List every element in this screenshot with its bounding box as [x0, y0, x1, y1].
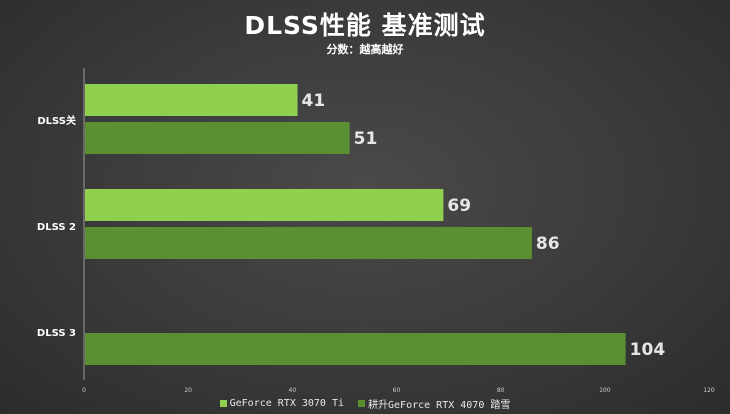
category-label: DLSS 2	[37, 222, 76, 233]
x-tick-label: 40	[289, 387, 297, 394]
data-label: 69	[447, 196, 471, 216]
x-tick-label: 0	[82, 387, 86, 394]
x-tick-label: 120	[703, 387, 715, 394]
chart-subtitle: 分数：越高越好	[326, 43, 404, 56]
bar	[85, 333, 626, 365]
bar	[85, 189, 444, 221]
legend-item-series2: 耕升GeForce RTX 4070 踏雪	[358, 396, 510, 411]
legend-item-series1: GeForce RTX 3070 Ti	[219, 396, 345, 411]
x-tick-label: 60	[393, 387, 401, 394]
category-label: DLSS关	[37, 114, 76, 127]
bar	[85, 227, 532, 259]
x-tick-label: 20	[184, 387, 192, 394]
data-label: 104	[630, 340, 666, 360]
legend-swatch-series2	[358, 400, 366, 407]
chart-title: DLSS性能 基准测试	[244, 11, 486, 40]
data-label: 41	[302, 91, 326, 111]
legend-label-series2: 耕升GeForce RTX 4070 踏雪	[368, 400, 511, 411]
bar	[85, 122, 350, 154]
legend-label-series1: GeForce RTX 3070 Ti	[229, 398, 345, 409]
legend-swatch-series1	[219, 400, 227, 407]
legend: GeForce RTX 3070 Ti 耕升GeForce RTX 4070 踏…	[0, 396, 730, 411]
x-tick-label: 100	[599, 387, 611, 394]
bar	[85, 84, 298, 116]
data-label: 51	[354, 129, 378, 149]
x-tick-label: 80	[497, 387, 505, 394]
data-label: 86	[536, 234, 560, 254]
category-label: DLSS 3	[37, 328, 76, 339]
